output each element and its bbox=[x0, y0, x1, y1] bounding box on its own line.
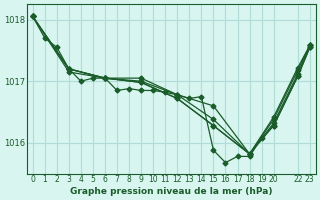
X-axis label: Graphe pression niveau de la mer (hPa): Graphe pression niveau de la mer (hPa) bbox=[70, 187, 273, 196]
